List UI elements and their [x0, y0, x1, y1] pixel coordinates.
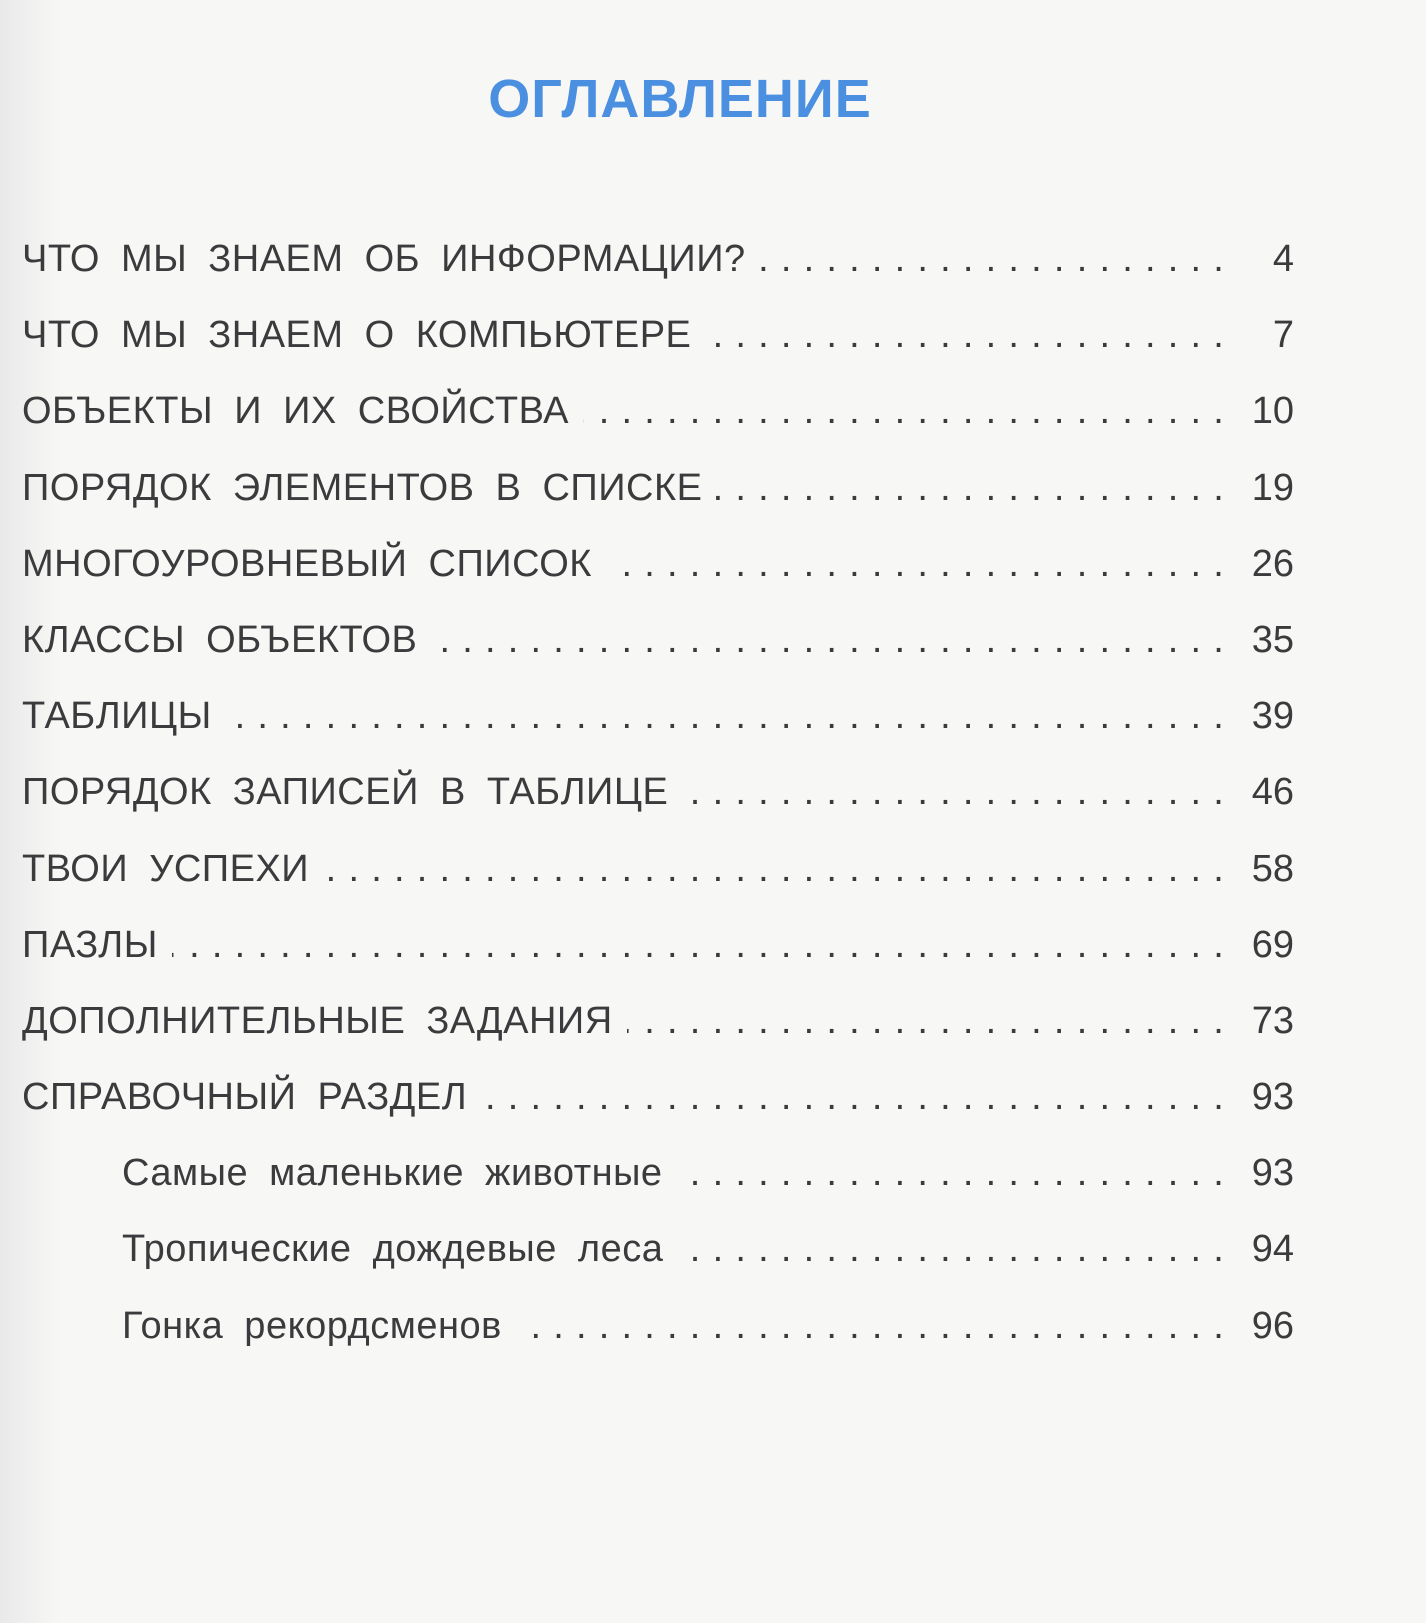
toc-entry-label: Гонка рекордсменов [122, 1304, 502, 1347]
toc-entry[interactable]: ОБЪЕКТЫ И ИХ СВОЙСТВА...................… [22, 390, 1294, 466]
toc-entry-page: 35 [1251, 618, 1294, 661]
toc-entry-label: Тропические дождевые леса [122, 1228, 664, 1271]
toc-entry[interactable]: МНОГОУРОВНЕВЫЙ СПИСОК...................… [22, 543, 1294, 619]
dot-leader: ........................................… [323, 847, 1236, 890]
toc-entry-page: 7 [1272, 314, 1294, 357]
toc-entry-label: ПАЗЛЫ [22, 923, 158, 966]
toc-entry-label: КЛАССЫ ОБЪЕКТОВ [22, 618, 418, 661]
toc-entry[interactable]: КЛАССЫ ОБЪЕКТОВ.........................… [22, 619, 1294, 695]
toc-entry[interactable]: ДОПОЛНИТЕЛЬНЫЕ ЗАДАНИЯ..................… [22, 1000, 1294, 1076]
toc-entry[interactable]: Гонка рекордсменов......................… [22, 1305, 1294, 1381]
dot-leader: ........................................… [682, 771, 1236, 814]
toc-entry-label: МНОГОУРОВНЕВЫЙ СПИСОК [22, 542, 592, 585]
toc-entry-page: 58 [1251, 847, 1294, 890]
dot-leader: ........................................… [516, 1304, 1236, 1347]
toc-entry-page: 94 [1251, 1228, 1294, 1271]
toc-entry-page: 96 [1251, 1304, 1294, 1347]
dot-leader: ........................................… [583, 390, 1236, 433]
toc-entry-page: 69 [1251, 923, 1294, 966]
dot-leader: ........................................… [676, 1152, 1236, 1195]
dot-leader: ........................................… [481, 1076, 1236, 1119]
toc-entry-label: ТВОИ УСПЕХИ [22, 847, 310, 890]
dot-leader: ........................................… [226, 695, 1236, 738]
dot-leader: ........................................… [431, 618, 1236, 661]
toc-entry[interactable]: ПОРЯДОК ЭЛЕМЕНТОВ В СПИСКЕ..............… [22, 467, 1294, 543]
toc-entry[interactable]: Самые маленькие животные................… [22, 1152, 1294, 1228]
toc-entry-label: ПОРЯДОК ЗАПИСЕЙ В ТАБЛИЦЕ [22, 771, 669, 814]
toc-entry-label: ПОРЯДОК ЭЛЕМЕНТОВ В СПИСКЕ [22, 466, 703, 509]
toc-entry-page: 19 [1251, 466, 1294, 509]
toc-entry[interactable]: СПРАВОЧНЫЙ РАЗДЕЛ.......................… [22, 1076, 1294, 1152]
toc-entry-page: 10 [1251, 390, 1294, 433]
toc-entry-page: 46 [1251, 771, 1294, 814]
toc-entry-label: ЧТО МЫ ЗНАЕМ О КОМПЬЮТЕРЕ [22, 314, 692, 357]
toc-entry-page: 93 [1251, 1076, 1294, 1119]
toc-entry[interactable]: ТВОИ УСПЕХИ.............................… [22, 848, 1294, 924]
toc-entry-page: 4 [1272, 238, 1294, 280]
toc-entry-page: 26 [1251, 542, 1294, 585]
table-of-contents: ЧТО МЫ ЗНАЕМ ОБ ИНФОРМАЦИИ?.............… [22, 238, 1294, 1381]
toc-entry[interactable]: ЧТО МЫ ЗНАЕМ ОБ ИНФОРМАЦИИ?.............… [22, 238, 1294, 314]
toc-entry[interactable]: ТАБЛИЦЫ.................................… [22, 695, 1294, 771]
page-edge-shadow [0, 0, 60, 1623]
dot-leader: ........................................… [716, 466, 1236, 509]
toc-entry[interactable]: ПОРЯДОК ЗАПИСЕЙ В ТАБЛИЦЕ...............… [22, 771, 1294, 847]
toc-entry-label: ЧТО МЫ ЗНАЕМ ОБ ИНФОРМАЦИИ? [22, 238, 746, 280]
toc-entry[interactable]: ПАЗЛЫ...................................… [22, 924, 1294, 1000]
dot-leader: ........................................… [627, 999, 1236, 1042]
toc-entry[interactable]: Тропические дождевые леса...............… [22, 1228, 1294, 1304]
dot-leader: ........................................… [606, 542, 1236, 585]
page-title: ОГЛАВЛЕНИЕ [488, 69, 872, 129]
dot-leader: ........................................… [171, 923, 1236, 966]
toc-entry-page: 39 [1251, 695, 1294, 738]
toc-entry-label: СПРАВОЧНЫЙ РАЗДЕЛ [22, 1076, 468, 1119]
toc-entry-label: ТАБЛИЦЫ [22, 695, 212, 738]
dot-leader: ........................................… [677, 1228, 1236, 1271]
dot-leader: ........................................… [705, 314, 1236, 357]
dot-leader: ........................................… [759, 238, 1236, 280]
toc-entry-label: Самые маленькие животные [122, 1152, 663, 1195]
toc-entry-label: ДОПОЛНИТЕЛЬНЫЕ ЗАДАНИЯ [22, 999, 613, 1042]
toc-entry[interactable]: ЧТО МЫ ЗНАЕМ О КОМПЬЮТЕРЕ...............… [22, 314, 1294, 390]
toc-entry-label: ОБЪЕКТЫ И ИХ СВОЙСТВА [22, 390, 570, 433]
toc-entry-page: 73 [1251, 999, 1294, 1042]
toc-entry-page: 93 [1251, 1152, 1294, 1195]
